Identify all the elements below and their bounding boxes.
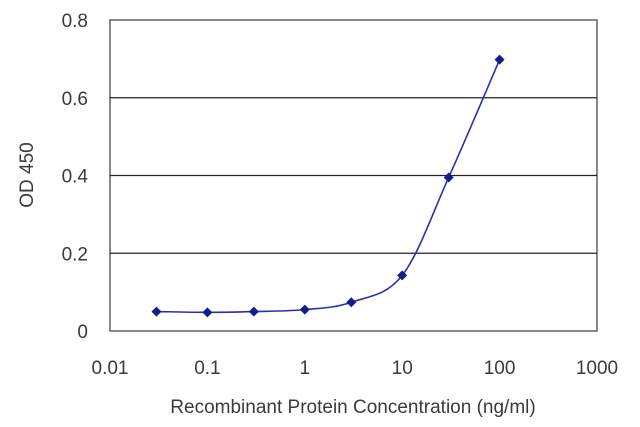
y-tick-label: 0 — [77, 322, 88, 343]
x-tick-label: 0.01 — [92, 358, 129, 379]
y-tick-labels: 0 0.2 0.4 0.6 0.8 — [62, 11, 89, 343]
x-tick-label: 10 — [392, 358, 413, 379]
data-point — [248, 306, 259, 317]
y-tick-label: 0.8 — [62, 11, 88, 32]
y-tick-label: 0.2 — [62, 244, 88, 265]
x-tick-label: 100 — [484, 358, 516, 379]
x-tick-label: 0.1 — [194, 358, 220, 379]
y-tick-label: 0.4 — [62, 167, 89, 188]
x-tick-labels: 0.01 0.1 1 10 100 1000 — [92, 358, 619, 379]
data-point — [299, 304, 310, 315]
y-axis-label: OD 450 — [17, 142, 38, 207]
data-point — [494, 54, 505, 65]
grid — [110, 97, 597, 254]
y-tick-label: 0.6 — [62, 89, 88, 110]
data-point — [151, 306, 162, 317]
x-tick-label: 1 — [300, 358, 311, 379]
data-points — [151, 54, 505, 318]
x-tick-label: 1000 — [576, 358, 618, 379]
x-axis-label: Recombinant Protein Concentration (ng/ml… — [170, 397, 535, 418]
data-point — [202, 307, 213, 318]
data-point — [397, 270, 408, 281]
data-point — [443, 172, 454, 183]
data-point — [346, 297, 357, 308]
